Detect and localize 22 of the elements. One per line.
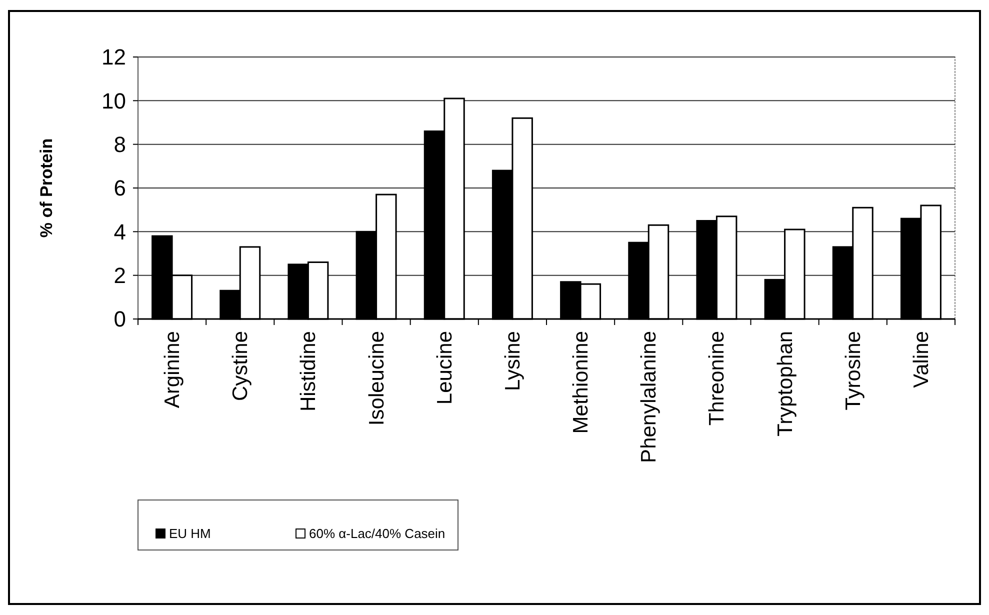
x-tick-label: Histidine: [297, 331, 320, 412]
y-tick-label: 10: [102, 88, 126, 114]
y-tick-label: 4: [114, 219, 126, 244]
x-tick-label: Methionine: [570, 331, 593, 434]
y-tick-label: 8: [114, 132, 126, 158]
x-tick-label: Valine: [910, 331, 933, 388]
x-tick-label: Arginine: [161, 331, 184, 408]
x-tick-label: Tyrosine: [842, 331, 865, 410]
x-tick-label: Threonine: [706, 331, 729, 426]
y-tick-label: 0: [114, 306, 126, 332]
x-tick-label: Leucine: [433, 331, 456, 405]
y-tick-label: 6: [114, 176, 126, 201]
y-tick-label: 2: [114, 263, 126, 288]
legend-label: 60% α-Lac/40% Casein: [309, 526, 446, 541]
x-tick-label: Tryptophan: [774, 331, 797, 436]
x-tick-label: Cystine: [229, 331, 252, 402]
x-tick-label: Phenylalanine: [638, 331, 661, 463]
y-tick-label: 12: [102, 44, 126, 70]
x-tick-label: Isoleucine: [365, 331, 388, 426]
x-tick-label: Lysine: [501, 331, 524, 391]
legend-label: EU HM: [169, 526, 211, 541]
y-axis-title: % of Protein: [37, 138, 56, 238]
